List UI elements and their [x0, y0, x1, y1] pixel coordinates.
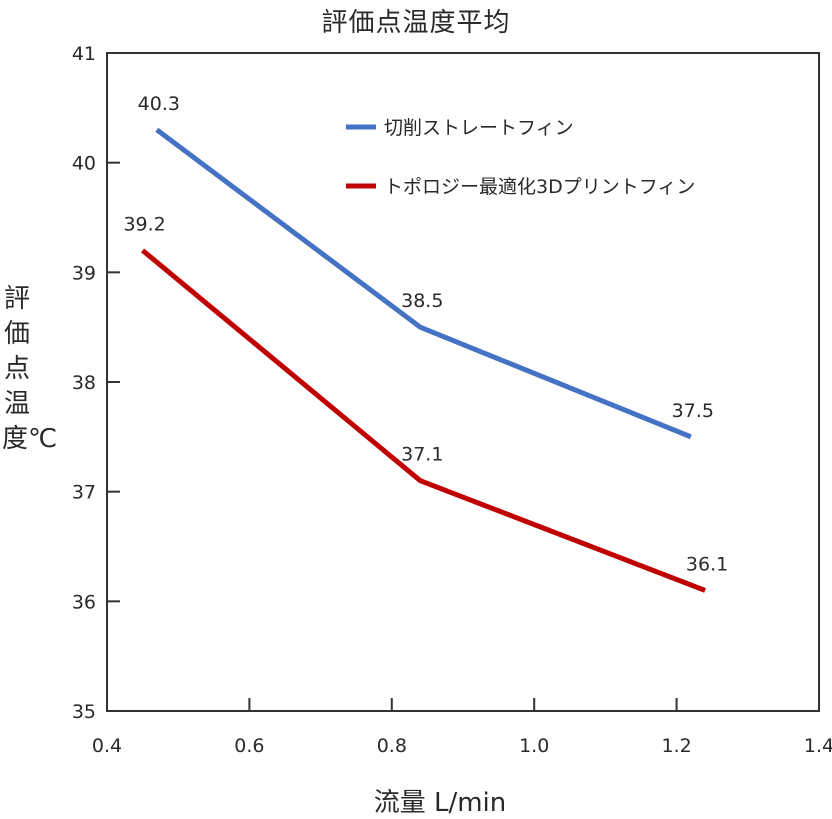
y-ticks-group: 35 36 37 38 39 40 41 [72, 43, 120, 723]
legend-label: トポロジー最適化3Dプリントフィン [384, 176, 695, 198]
series-line-1 [141, 248, 706, 593]
y-tick-label: 36 [72, 591, 96, 613]
series-lines-group [141, 127, 706, 593]
y-tick-label: 39 [72, 262, 96, 284]
y-tick-label: 41 [72, 43, 96, 65]
data-label: 37.5 [672, 400, 714, 422]
data-label: 37.1 [401, 444, 443, 466]
series-line-0 [155, 127, 692, 440]
y-tick-label: 35 [72, 701, 96, 723]
y-tick-label: 40 [72, 153, 96, 175]
x-tick-label: 0.4 [92, 735, 122, 757]
plot-frame [106, 52, 820, 712]
x-ticks-group: 0.4 0.6 0.8 1.0 1.2 1.4 [92, 698, 832, 757]
x-tick-label: 0.6 [234, 735, 264, 757]
x-tick-label: 1.0 [519, 735, 549, 757]
data-label: 39.2 [123, 213, 165, 235]
x-tick-label: 1.2 [661, 735, 691, 757]
legend-label: 切削ストレートフィン [384, 117, 574, 139]
x-tick-label: 1.4 [804, 735, 832, 757]
data-labels-group: 40.3 38.5 37.5 39.2 37.1 36.1 [123, 93, 728, 576]
data-label: 36.1 [686, 553, 728, 575]
chart-title: 評価点温度平均 [321, 8, 511, 38]
y-axis-label: 評価点温度℃ [2, 284, 58, 454]
x-tick-label: 0.8 [377, 735, 407, 757]
y-tick-label: 38 [72, 372, 96, 394]
data-label: 40.3 [138, 93, 180, 115]
data-label: 38.5 [401, 290, 443, 312]
x-axis-label: 流量 L/min [373, 788, 507, 818]
y-tick-label: 37 [72, 482, 96, 504]
